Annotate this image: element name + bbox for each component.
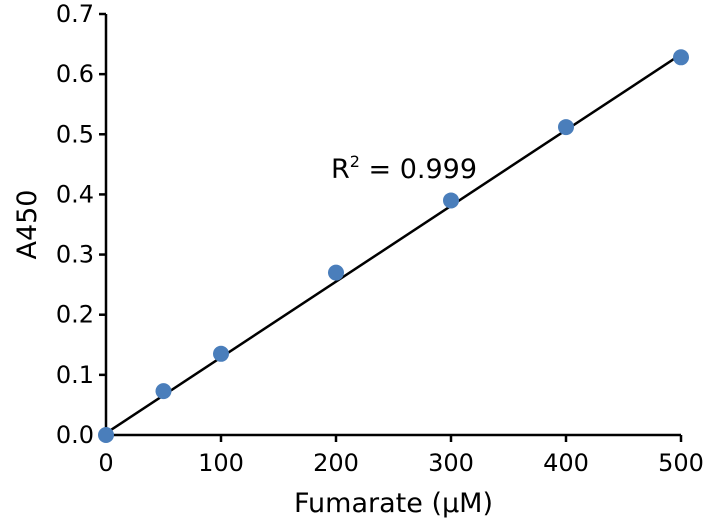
x-ticks: 0 100 200 300 400 500 bbox=[98, 435, 704, 477]
y-tick-label: 0.5 bbox=[56, 120, 94, 148]
y-ticks: 0.0 0.1 0.2 0.3 0.4 0.5 0.6 0.7 bbox=[56, 0, 106, 449]
y-axis-title: A450 bbox=[12, 189, 43, 259]
r-squared-value: = 0.999 bbox=[360, 154, 477, 185]
data-points bbox=[98, 49, 689, 443]
r-squared-superscript: 2 bbox=[350, 152, 360, 171]
x-tick-label: 0 bbox=[98, 449, 113, 477]
axes bbox=[104, 14, 681, 437]
data-point bbox=[98, 427, 114, 443]
data-point bbox=[155, 383, 172, 400]
x-tick-label: 400 bbox=[543, 449, 589, 477]
fit-line-group bbox=[105, 53, 682, 435]
y-tick-label: 0.7 bbox=[56, 0, 94, 28]
x-tick-label: 100 bbox=[198, 449, 244, 477]
x-tick-label: 200 bbox=[313, 449, 359, 477]
x-tick-label: 500 bbox=[658, 449, 704, 477]
y-tick-label: 0.2 bbox=[56, 301, 94, 329]
r-squared-base: R bbox=[331, 154, 350, 185]
y-tick-label: 0.6 bbox=[56, 60, 94, 88]
y-tick-label: 0.0 bbox=[56, 421, 94, 449]
r-squared-annotation: R2 = 0.999 bbox=[331, 152, 477, 185]
data-point bbox=[558, 119, 574, 136]
y-tick-label: 0.1 bbox=[56, 361, 94, 389]
data-point bbox=[213, 345, 229, 362]
y-tick-label: 0.3 bbox=[56, 241, 94, 269]
x-tick-label: 300 bbox=[428, 449, 474, 477]
data-point bbox=[443, 192, 459, 209]
fit-line bbox=[105, 53, 682, 435]
data-point bbox=[673, 49, 689, 66]
x-axis-title: Fumarate (µM) bbox=[294, 488, 493, 519]
y-tick-label: 0.4 bbox=[56, 180, 94, 208]
data-point bbox=[328, 264, 344, 281]
